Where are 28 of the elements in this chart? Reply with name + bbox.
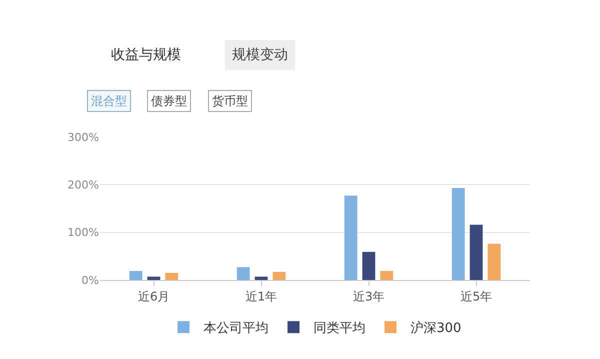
bar (165, 272, 178, 280)
legend-label: 同类平均 (314, 321, 366, 336)
text: 货币型 (212, 94, 248, 108)
bar (147, 276, 160, 280)
bar (129, 270, 142, 280)
bar (344, 196, 358, 280)
bar (488, 244, 501, 280)
legend-label: 本公司平均 (204, 321, 268, 336)
bar (362, 252, 376, 280)
x-tick-label: 近6月 (138, 289, 170, 304)
x-tick-label: 近3年 (352, 289, 385, 304)
bar (452, 188, 465, 280)
legend-label: 沪深300 (410, 320, 462, 336)
y-tick-label: 0% (82, 274, 99, 287)
bar (236, 267, 250, 280)
text: 混合型 (91, 94, 127, 108)
bar (254, 276, 268, 280)
y-tick-label: 100% (68, 226, 99, 240)
bar (380, 270, 394, 280)
text: 债券型 (151, 94, 187, 108)
bar (272, 272, 286, 280)
text: 规模变动 (232, 47, 288, 63)
x-tick-label: 近1年 (245, 289, 278, 304)
y-tick-label: 300% (68, 130, 99, 144)
text: 收益与规模 (111, 47, 181, 63)
bar (470, 224, 483, 280)
y-tick-label: 200% (68, 178, 99, 192)
x-tick-label: 近5年 (460, 289, 492, 304)
